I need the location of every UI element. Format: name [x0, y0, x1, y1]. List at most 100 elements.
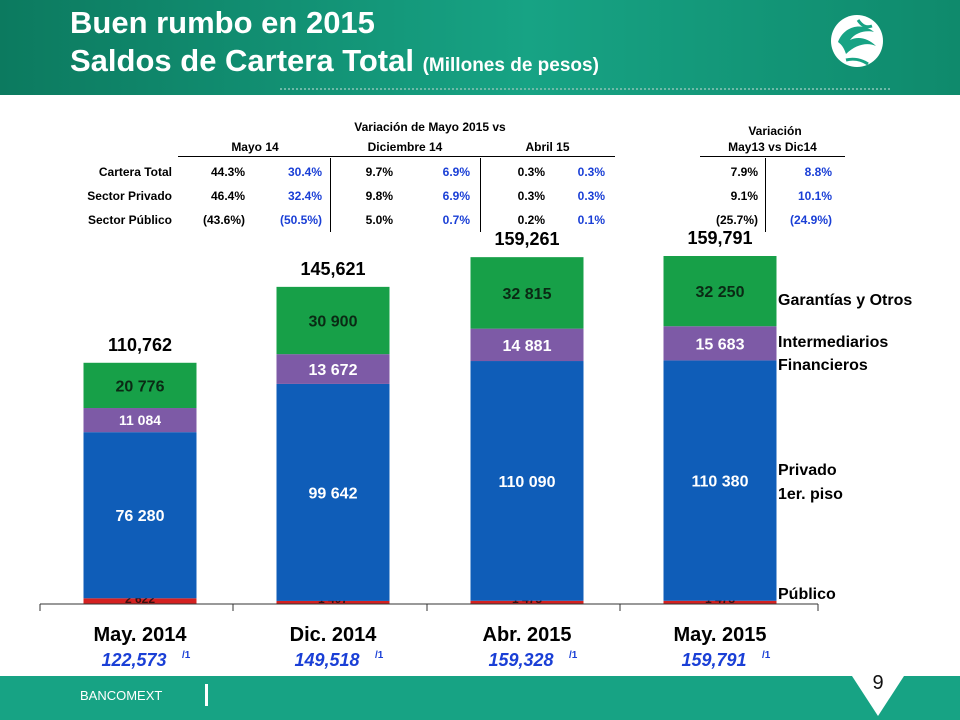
- bar-segment: [83, 408, 197, 433]
- bar-value-label: 99 642: [309, 485, 358, 502]
- bar-segment: [83, 598, 197, 604]
- globe-logo-icon: [831, 15, 883, 67]
- legend-intermediarios-2: Financieros: [778, 357, 868, 374]
- bar-segment: [83, 432, 197, 599]
- table-row-label: Sector Público: [87, 213, 172, 227]
- table-cell: 10.1%: [797, 189, 832, 203]
- table-cell: 0.2%: [517, 213, 545, 227]
- table-cell: 6.9%: [442, 189, 470, 203]
- sub-total-label: 122,573: [101, 650, 166, 670]
- x-tick-label: May. 2015: [673, 624, 766, 646]
- header-banner: [0, 0, 960, 95]
- x-tick-label: May. 2014: [93, 624, 187, 646]
- bar-segment: [470, 600, 584, 604]
- bar-segment: [83, 362, 197, 409]
- column-header-abr15: Abril 15: [525, 140, 570, 154]
- bar-segment: [470, 361, 584, 601]
- bar-total-label: 110,762: [108, 335, 172, 355]
- variation-heading: Variación de Mayo 2015 vs: [354, 120, 506, 134]
- table-cell: 0.3%: [517, 189, 545, 203]
- bar-segment: [276, 383, 390, 601]
- sub-total-label: 159,791: [681, 650, 746, 670]
- table-cell: 0.3%: [517, 165, 545, 179]
- table-cell: (24.9%): [789, 213, 832, 227]
- table-cell: 8.8%: [804, 165, 832, 179]
- legend-intermediarios-1: Intermediarios: [778, 334, 889, 351]
- bar-value-label: 20 776: [116, 378, 165, 395]
- bar-segment: [276, 600, 390, 604]
- table-divider: [330, 158, 331, 232]
- title-line-2: Saldos de Cartera Total (Millones de pes…: [70, 42, 599, 85]
- bar-total-label: 159,261: [494, 229, 559, 249]
- bar-value-label: 76 280: [116, 508, 165, 525]
- footer-separator: [205, 684, 208, 706]
- legend-privado-2: 1er. piso: [778, 486, 843, 503]
- table-row-label: Cartera Total: [98, 165, 172, 179]
- column-header-may13-dic14: May13 vs Dic14: [728, 140, 817, 154]
- table-cell: 7.9%: [730, 165, 758, 179]
- footnote-marker: /1: [182, 650, 191, 661]
- sub-total-label: 159,328: [488, 650, 553, 670]
- bar-value-label: 110 090: [499, 474, 556, 491]
- bar-total-label: 145,621: [300, 259, 365, 279]
- column-header-mayo14: Mayo 14: [231, 140, 279, 154]
- x-tick-label: Dic. 2014: [290, 624, 378, 646]
- bar-segment: [663, 360, 777, 601]
- table-cell: 0.3%: [577, 189, 605, 203]
- bar-segment: [663, 600, 777, 604]
- table-cell: (50.5%): [279, 213, 322, 227]
- bar-segment: [276, 286, 390, 355]
- table-cell: 0.3%: [577, 165, 605, 179]
- legend-garantias: Garantías y Otros: [778, 292, 913, 309]
- page-title: Buen rumbo en 2015 Saldos de Cartera Tot…: [70, 4, 599, 85]
- table-divider: [480, 158, 481, 232]
- footnote-marker: /1: [375, 650, 384, 661]
- table-cell: 30.4%: [287, 165, 322, 179]
- bar-segment: [470, 257, 584, 329]
- table-header-rule: [178, 156, 615, 157]
- legend-publico: Público: [778, 586, 836, 603]
- title-line-1: Buen rumbo en 2015: [70, 5, 375, 40]
- bar-value-label: 32 815: [503, 286, 552, 303]
- header-divider: [280, 88, 890, 90]
- column-header-dic14: Diciembre 14: [367, 140, 443, 154]
- bar-segment: [470, 328, 584, 362]
- bar-total-label: 159,791: [687, 228, 752, 248]
- table-cell: 0.7%: [442, 213, 470, 227]
- title-main: Saldos de Cartera Total: [70, 43, 414, 78]
- bar-segment: [663, 326, 777, 361]
- table-cell: 32.4%: [287, 189, 322, 203]
- page-number-tab: [852, 676, 904, 716]
- table-row-label: Sector Privado: [87, 189, 172, 203]
- bar-value-label: 30 900: [309, 314, 358, 331]
- table-cell: 6.9%: [442, 165, 470, 179]
- table-cell: 46.4%: [210, 189, 245, 203]
- page-number: 9: [872, 672, 884, 694]
- footer-bar: [0, 676, 960, 720]
- legend-privado-1: Privado: [778, 462, 837, 479]
- sub-total-label: 149,518: [294, 650, 359, 670]
- table-cell: 0.1%: [577, 213, 605, 227]
- table-cell: 9.1%: [730, 189, 758, 203]
- table-cell: 9.7%: [365, 165, 393, 179]
- table-cell: 5.0%: [365, 213, 393, 227]
- footer-brand: BANCOMEXT: [80, 688, 163, 703]
- bar-value-label: 110 380: [692, 474, 749, 491]
- table-header-rule-right: [700, 156, 845, 157]
- bar-segment: [663, 256, 777, 327]
- title-unit: (Millones de pesos): [422, 55, 599, 76]
- table-cell: 9.8%: [365, 189, 393, 203]
- bar-value-label: 13 672: [309, 362, 358, 379]
- x-tick-label: Abr. 2015: [483, 624, 572, 646]
- table-cell: 44.3%: [210, 165, 245, 179]
- bar-value-label: 11 084: [119, 412, 161, 428]
- variation-heading-right: Variación: [748, 124, 802, 138]
- footnote-marker: /1: [569, 650, 578, 661]
- bar-value-label: 15 683: [696, 336, 745, 353]
- bar-value-label: 32 250: [696, 284, 745, 301]
- bar-value-label: 14 881: [503, 338, 552, 355]
- table-divider: [765, 158, 766, 232]
- table-cell: (25.7%): [715, 213, 758, 227]
- footnote-marker: /1: [762, 650, 771, 661]
